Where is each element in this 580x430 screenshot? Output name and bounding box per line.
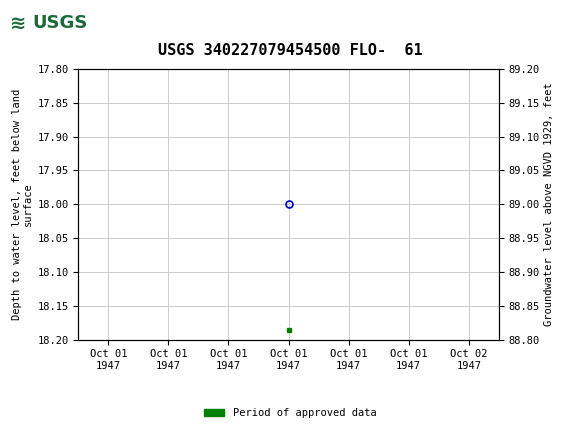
Y-axis label: Groundwater level above NGVD 1929, feet: Groundwater level above NGVD 1929, feet [544,83,554,326]
Text: ≋: ≋ [10,14,26,33]
Legend: Period of approved data: Period of approved data [200,404,380,423]
Text: USGS: USGS [32,14,88,32]
Text: USGS 340227079454500 FLO-  61: USGS 340227079454500 FLO- 61 [158,43,422,58]
Bar [4,3,99,42]
Y-axis label: Depth to water level, feet below land
surface: Depth to water level, feet below land su… [12,89,33,320]
